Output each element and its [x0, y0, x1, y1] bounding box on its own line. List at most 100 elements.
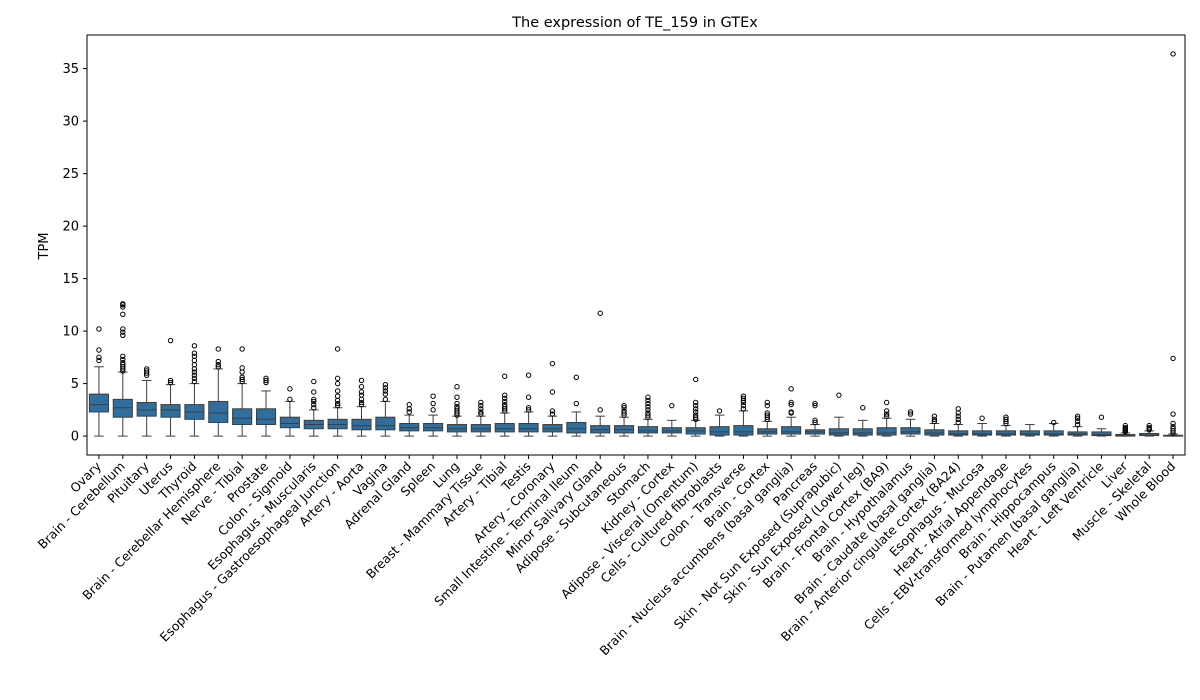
outlier-point [143, 368, 150, 374]
outlier-point [120, 326, 126, 332]
outlier-point [191, 350, 198, 356]
outlier-point [955, 406, 961, 412]
outlier-point [215, 358, 221, 365]
y-tick-label: 20 [62, 220, 79, 235]
outlier-point [812, 419, 818, 426]
box [733, 425, 754, 436]
outlier-point [1074, 418, 1081, 425]
outlier-point [549, 408, 556, 414]
outlier-point [692, 399, 699, 406]
outlier-point [478, 402, 484, 409]
outlier-point [191, 372, 198, 378]
outlier-point [788, 386, 794, 392]
y-tick-label: 15 [62, 272, 79, 287]
outlier-point [1170, 420, 1176, 427]
box [1043, 430, 1064, 436]
y-tick-label: 30 [62, 115, 79, 130]
outlier-point [883, 408, 890, 414]
outlier-point [263, 375, 269, 382]
box [900, 427, 921, 435]
outlier-point [931, 416, 938, 422]
box [972, 430, 993, 436]
outlier-point [478, 406, 484, 412]
outlier-point [358, 377, 365, 384]
outlier-point [645, 400, 651, 407]
outlier-point [358, 384, 365, 390]
outlier-point [1098, 414, 1105, 420]
box [1019, 430, 1040, 436]
outlier-point [764, 412, 770, 418]
outlier-point [979, 415, 985, 421]
outlier-point [96, 357, 102, 364]
box [1067, 431, 1088, 436]
outlier-point [525, 394, 532, 400]
outlier-point [143, 366, 150, 372]
outlier-point [525, 405, 532, 411]
outlier-point [167, 377, 174, 384]
outlier-point [692, 409, 699, 415]
box [948, 430, 969, 436]
y-tick-label: 5 [71, 377, 79, 392]
outlier-point [1122, 425, 1129, 431]
outlier-point [669, 402, 675, 409]
outlier-point [692, 414, 699, 420]
outlier-point [191, 369, 198, 375]
box [375, 416, 396, 431]
outlier-point [239, 376, 245, 383]
outlier-point [1074, 421, 1081, 428]
outlier-point [167, 379, 174, 386]
outlier-point [120, 359, 126, 366]
outlier-point [334, 400, 341, 407]
outlier-point [502, 398, 508, 405]
box [446, 424, 468, 433]
outlier-point [1170, 423, 1176, 430]
outlier-point [502, 404, 508, 410]
outlier-point [549, 389, 556, 395]
outlier-point [716, 408, 723, 414]
outlier-point [955, 419, 961, 426]
box [924, 429, 945, 436]
outlier-point [191, 353, 198, 359]
outlier-point [191, 375, 198, 382]
outlier-point [239, 374, 245, 380]
box [208, 400, 229, 423]
outlier-point [454, 400, 460, 407]
outlier-point [167, 337, 174, 344]
outlier-point [120, 362, 126, 368]
outlier-point [502, 373, 508, 379]
y-tick-label: 35 [62, 62, 79, 77]
outlier-point [764, 410, 770, 416]
outlier-point [645, 394, 651, 400]
box [542, 424, 563, 433]
outlier-point [764, 399, 770, 406]
outlier-point [478, 399, 484, 406]
outlier-point [812, 417, 818, 424]
outlier-point [621, 410, 627, 416]
outlier-point [406, 409, 412, 415]
box [88, 393, 109, 413]
outlier-point [215, 362, 221, 368]
outlier-point [287, 386, 293, 392]
outlier-point [955, 413, 961, 419]
outlier-point [191, 343, 198, 349]
outlier-point [1170, 355, 1176, 362]
box [232, 408, 253, 426]
outlier-point [740, 395, 747, 401]
outlier-point [764, 402, 770, 409]
outlier-point [883, 413, 890, 419]
outlier-point [358, 399, 365, 406]
outlier-point [382, 396, 389, 403]
outlier-point [502, 392, 508, 398]
outlier-point [120, 301, 126, 307]
outlier-point [382, 385, 389, 391]
outlier-point [311, 389, 317, 395]
outlier-point [120, 311, 126, 317]
box [327, 418, 348, 430]
y-axis: 0 5 10 15 20 25 30 35 [62, 62, 87, 445]
box [590, 425, 611, 434]
outlier-point [215, 364, 221, 370]
outlier-point [1122, 422, 1129, 429]
outlier-point [788, 409, 794, 415]
